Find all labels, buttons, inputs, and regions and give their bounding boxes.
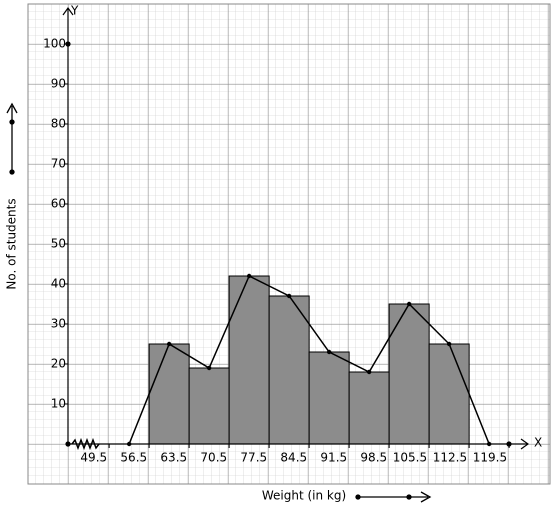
polygon-point: [206, 365, 212, 371]
y-tick-label: 90: [51, 77, 66, 91]
polygon-point: [406, 301, 412, 307]
x-tick-label: 119.5: [473, 451, 507, 465]
y-tick-label: 50: [51, 237, 66, 251]
polygon-point: [366, 369, 372, 375]
polygon-point: [286, 293, 292, 299]
x-tick-label: 91.5: [320, 451, 347, 465]
x-tick-label: 84.5: [280, 451, 307, 465]
bar: [388, 303, 430, 445]
x-tick-label: 49.5: [80, 451, 107, 465]
plot: [126, 273, 492, 447]
bar: [148, 343, 190, 445]
x-axis-letter: X: [534, 436, 542, 450]
graph-paper: [27, 3, 551, 485]
polygon-point: [326, 349, 332, 355]
x-tick-label: 98.5: [360, 451, 387, 465]
bar: [228, 275, 270, 445]
x-tick-label: 112.5: [433, 451, 467, 465]
x-axis-label: Weight (in kg): [262, 489, 346, 503]
y-tick-label: 60: [51, 197, 66, 211]
frequency-polygon: [128, 274, 490, 445]
y-tick-label: 20: [51, 357, 66, 371]
polygon-point: [166, 341, 172, 347]
x-tick-label: 105.5: [393, 451, 427, 465]
y-tick-label: 40: [51, 277, 66, 291]
x-tick-label: 63.5: [160, 451, 187, 465]
bar: [268, 295, 310, 445]
y-tick-label: 100: [43, 37, 66, 51]
y-tick-label: 10: [51, 397, 66, 411]
y-tick-label: 30: [51, 317, 66, 331]
y-axis-letter: Y: [70, 4, 79, 18]
x-tick-label: 56.5: [120, 451, 147, 465]
bar: [188, 367, 230, 445]
y-tick-label: 80: [51, 117, 66, 131]
y-axis-label: No. of students: [5, 198, 19, 289]
axes: [62, 6, 530, 451]
x-tick-label: 77.5: [240, 451, 267, 465]
bar: [308, 351, 350, 445]
x-tick-label: 70.5: [200, 451, 227, 465]
y-tick-label: 70: [51, 157, 66, 171]
bar: [348, 371, 390, 445]
polygon-point: [446, 341, 452, 347]
bar: [428, 343, 470, 445]
decor-arrows: [6, 102, 432, 503]
polygon-point: [246, 273, 252, 279]
